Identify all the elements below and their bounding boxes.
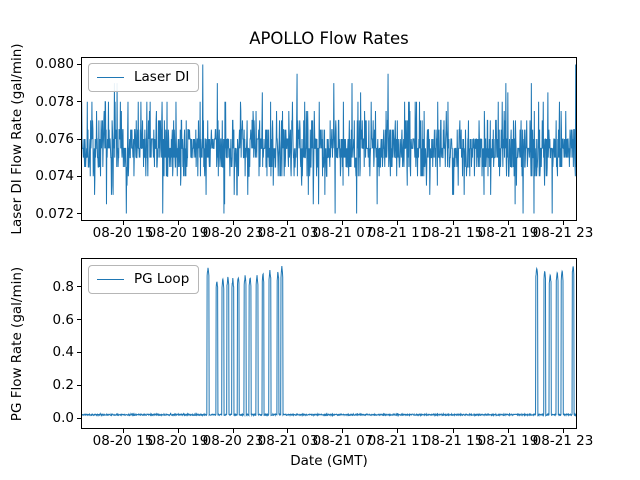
x-tick-label: 08-20 19 <box>147 225 209 241</box>
x-tick-mark <box>397 221 399 225</box>
legend-line-sample <box>97 77 124 78</box>
x-tick-label: 08-20 15 <box>92 225 154 241</box>
series-line-laser-di <box>81 64 577 214</box>
x-tick-label: 08-20 19 <box>147 433 209 449</box>
x-tick-mark <box>232 221 234 225</box>
y-tick-mark <box>76 175 81 177</box>
y-tick-mark <box>76 286 81 288</box>
pg-loop-plot <box>81 258 577 429</box>
x-tick-mark <box>562 429 564 433</box>
x-tick-label: 08-21 03 <box>257 225 319 241</box>
x-tick-mark <box>232 429 234 433</box>
x-tick-label: 08-21 23 <box>532 225 594 241</box>
x-tick-label: 08-21 11 <box>367 433 429 449</box>
x-tick-mark <box>122 221 124 225</box>
y-tick-label: 0.072 <box>35 205 74 222</box>
y-tick-label: 0.2 <box>52 377 74 394</box>
x-tick-mark <box>177 221 179 225</box>
x-tick-label: 08-21 07 <box>312 433 374 449</box>
x-tick-mark <box>397 429 399 433</box>
y-tick-mark <box>76 319 81 321</box>
y-tick-label: 0.078 <box>35 93 74 110</box>
x-tick-label: 08-21 23 <box>532 433 594 449</box>
y-tick-mark <box>76 351 81 353</box>
legend-pg-loop: PG Loop <box>88 265 200 294</box>
y-tick-label: 0.080 <box>35 56 74 73</box>
x-tick-label: 08-21 15 <box>422 225 484 241</box>
bottom-y-axis-label: PG Flow Rate (gal/min) <box>9 266 25 422</box>
y-tick-mark <box>76 138 81 140</box>
x-tick-mark <box>452 221 454 225</box>
x-tick-label: 08-21 15 <box>422 433 484 449</box>
series-line-pg-loop <box>81 265 577 418</box>
x-tick-mark <box>507 221 509 225</box>
axes-spines <box>81 57 577 221</box>
x-tick-label: 08-21 03 <box>257 433 319 449</box>
x-tick-mark <box>177 429 179 433</box>
x-tick-label: 08-20 15 <box>92 433 154 449</box>
chart-title: APOLLO Flow Rates <box>249 29 409 48</box>
y-tick-mark <box>76 384 81 386</box>
axes-spines <box>81 258 577 429</box>
x-tick-label: 08-21 19 <box>477 433 539 449</box>
x-tick-label: 08-21 11 <box>367 225 429 241</box>
x-tick-mark <box>122 429 124 433</box>
legend-label: Laser DI <box>134 69 190 85</box>
legend-laser-di: Laser DI <box>88 63 200 92</box>
x-tick-mark <box>452 429 454 433</box>
y-tick-label: 0.4 <box>52 344 74 361</box>
top-y-axis-label: Laser DI Flow Rate (gal/min) <box>9 43 25 235</box>
y-tick-label: 0.8 <box>52 278 74 295</box>
x-tick-label: 08-20 23 <box>202 433 264 449</box>
x-tick-mark <box>287 429 289 433</box>
x-tick-label: 08-21 07 <box>312 225 374 241</box>
x-axis-label: Date (GMT) <box>290 453 368 469</box>
laser-di-plot <box>81 57 577 221</box>
x-tick-mark <box>342 221 344 225</box>
y-tick-mark <box>76 63 81 65</box>
x-tick-mark <box>562 221 564 225</box>
x-tick-label: 08-21 19 <box>477 225 539 241</box>
y-tick-label: 0.074 <box>35 168 74 185</box>
x-tick-mark <box>342 429 344 433</box>
y-tick-label: 0.0 <box>52 410 74 426</box>
x-tick-mark <box>287 221 289 225</box>
x-tick-label: 08-20 23 <box>202 225 264 241</box>
y-tick-mark <box>76 101 81 103</box>
y-tick-mark <box>76 213 81 215</box>
y-tick-label: 0.6 <box>52 311 74 328</box>
legend-label: PG Loop <box>134 271 190 287</box>
x-tick-mark <box>507 429 509 433</box>
y-tick-mark <box>76 417 81 419</box>
y-tick-label: 0.076 <box>35 131 74 147</box>
legend-line-sample <box>97 279 124 280</box>
